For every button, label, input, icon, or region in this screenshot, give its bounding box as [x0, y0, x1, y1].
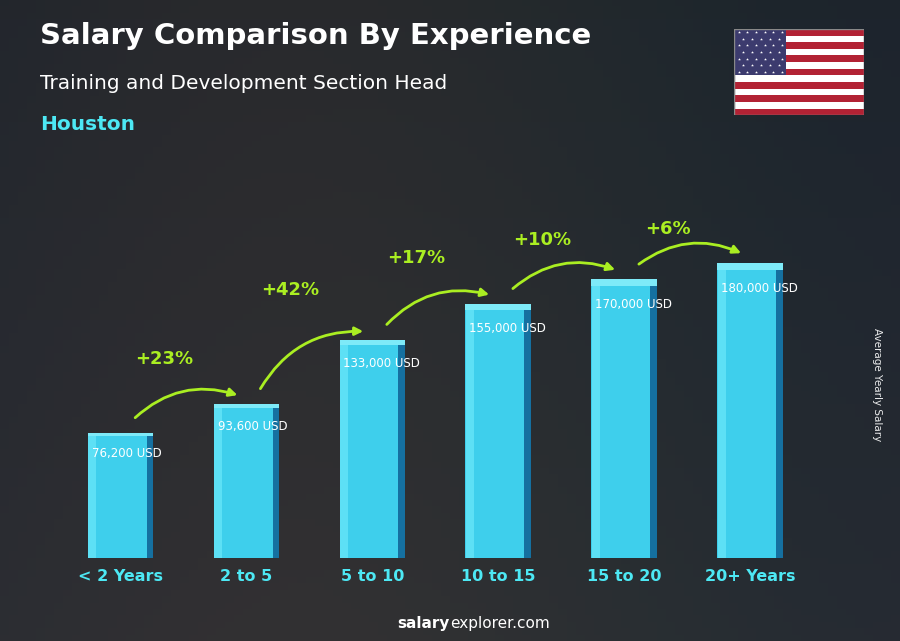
- Bar: [339, 340, 405, 558]
- Text: Average Yearly Salary: Average Yearly Salary: [872, 328, 883, 441]
- Bar: [88, 433, 96, 558]
- Text: Houston: Houston: [40, 115, 136, 135]
- Bar: [213, 404, 279, 558]
- Text: +10%: +10%: [513, 231, 572, 249]
- Bar: [734, 69, 864, 76]
- Text: +42%: +42%: [261, 281, 320, 299]
- Text: 180,000 USD: 180,000 USD: [721, 282, 798, 296]
- Bar: [340, 340, 348, 558]
- Bar: [147, 433, 153, 558]
- Bar: [591, 279, 657, 286]
- Text: salary: salary: [398, 615, 450, 631]
- Bar: [339, 340, 405, 345]
- Text: +23%: +23%: [136, 350, 194, 368]
- Bar: [717, 263, 783, 558]
- Bar: [734, 29, 786, 76]
- Bar: [88, 433, 153, 558]
- Bar: [399, 340, 405, 558]
- Text: 133,000 USD: 133,000 USD: [344, 357, 420, 370]
- Text: 170,000 USD: 170,000 USD: [595, 298, 672, 311]
- Bar: [273, 404, 279, 558]
- Text: +6%: +6%: [645, 220, 691, 238]
- Bar: [776, 263, 783, 558]
- Text: 93,600 USD: 93,600 USD: [218, 420, 287, 433]
- Bar: [591, 279, 657, 558]
- Bar: [466, 303, 474, 558]
- Bar: [651, 279, 657, 558]
- Text: 76,200 USD: 76,200 USD: [92, 447, 161, 460]
- Bar: [734, 42, 864, 49]
- Bar: [734, 56, 864, 62]
- Text: 155,000 USD: 155,000 USD: [470, 322, 546, 335]
- Bar: [734, 109, 864, 115]
- Bar: [465, 303, 531, 310]
- Bar: [734, 96, 864, 102]
- Text: Salary Comparison By Experience: Salary Comparison By Experience: [40, 22, 592, 51]
- Bar: [465, 303, 531, 558]
- Bar: [734, 82, 864, 88]
- Text: explorer.com: explorer.com: [450, 615, 550, 631]
- Bar: [525, 303, 531, 558]
- Bar: [88, 433, 153, 436]
- Bar: [213, 404, 279, 408]
- Text: Training and Development Section Head: Training and Development Section Head: [40, 74, 448, 93]
- Bar: [734, 29, 864, 35]
- Bar: [717, 263, 783, 270]
- Bar: [718, 263, 725, 558]
- Bar: [214, 404, 222, 558]
- Bar: [592, 279, 599, 558]
- Text: +17%: +17%: [387, 249, 446, 267]
